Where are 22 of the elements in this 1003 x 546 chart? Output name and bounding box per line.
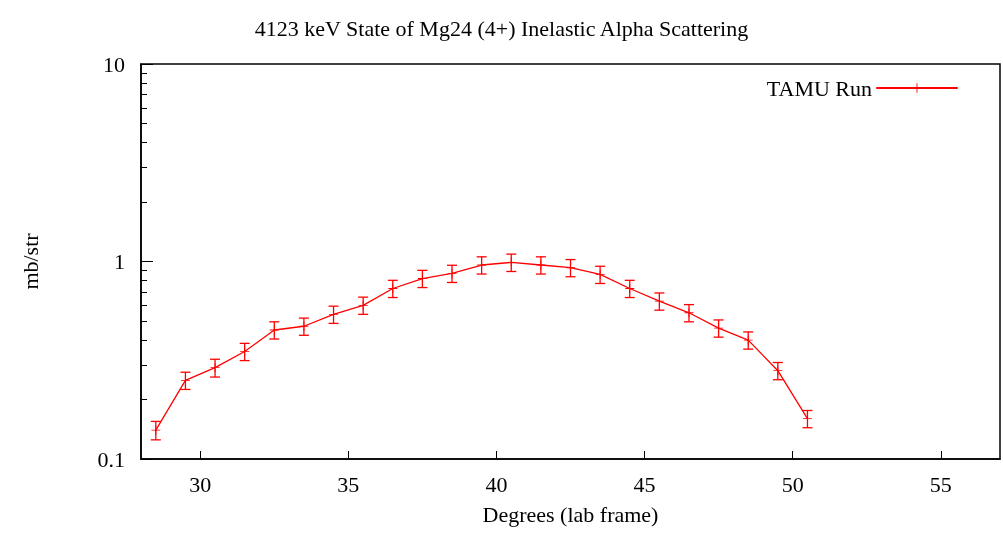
point	[240, 347, 250, 357]
y-tick-label: 10	[103, 51, 125, 77]
y-tick-label: 0.1	[97, 446, 125, 472]
x-axis-title: Degrees (lab frame)	[482, 501, 659, 527]
point	[358, 300, 368, 310]
y-tick-label: 1	[114, 249, 125, 274]
x-tick-label: 45	[633, 471, 656, 497]
point	[151, 425, 161, 435]
y-axis-title: mb/str	[17, 232, 43, 290]
point	[743, 335, 753, 345]
point	[595, 269, 605, 279]
point	[654, 296, 664, 306]
x-tick-label: 40	[485, 471, 508, 497]
chart-title: 4123 keV State of Mg24 (4+) Inelastic Alpha Scattering	[254, 15, 749, 41]
x-tick-label: 55	[929, 471, 952, 497]
legend-label: TAMU Run	[766, 75, 872, 101]
point	[625, 283, 635, 293]
point	[388, 283, 398, 293]
point	[773, 366, 783, 376]
x-tick-label: 35	[337, 471, 360, 497]
x-tick-label: 30	[189, 471, 212, 497]
x-tick-label: 50	[781, 471, 804, 497]
